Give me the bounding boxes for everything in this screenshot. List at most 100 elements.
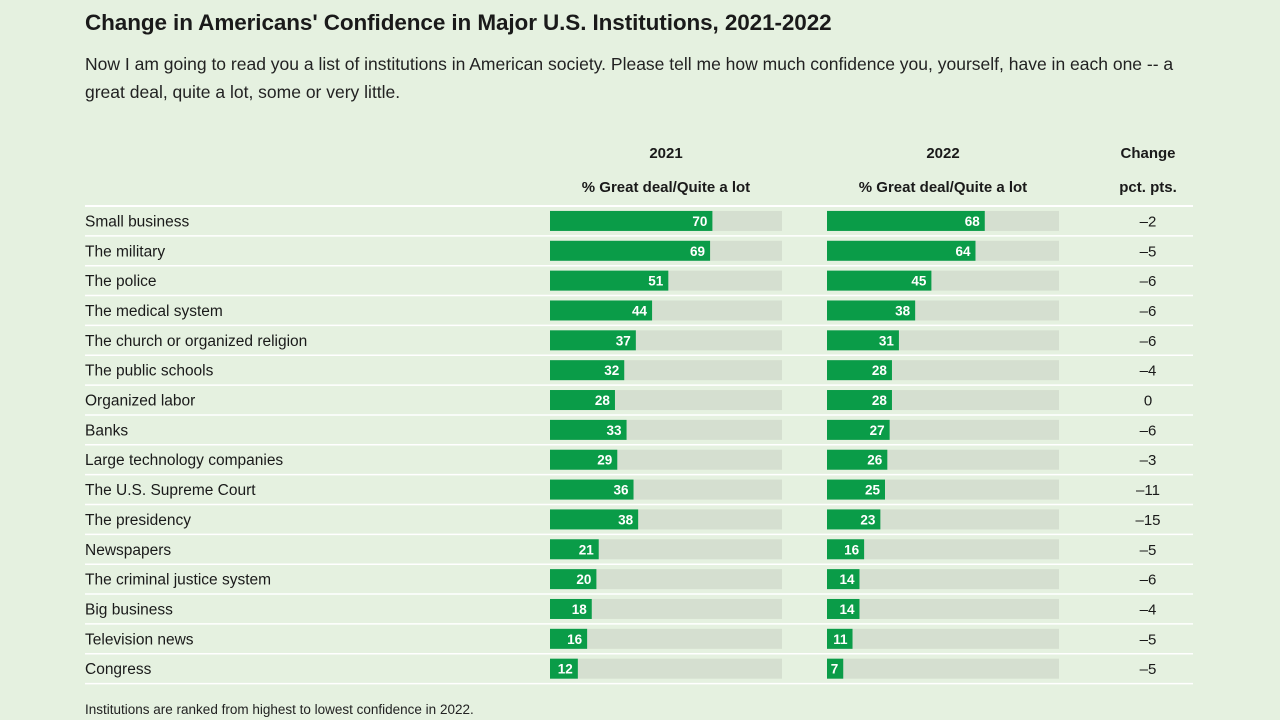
bar-2022 (827, 270, 932, 291)
bar-track-2022 (827, 539, 1059, 560)
bar-value-label-2022: 14 (839, 602, 855, 617)
row-label: Organized labor (85, 393, 195, 410)
bar-track-2021 (550, 598, 782, 619)
change-value: –6 (1140, 303, 1157, 320)
bar-value-label-2022: 38 (895, 303, 911, 318)
bar-2022 (827, 628, 853, 649)
bar-value-label-2021: 36 (613, 483, 629, 498)
change-value: –4 (1140, 363, 1157, 380)
bar-2022 (827, 479, 885, 500)
bar-2022 (827, 300, 916, 321)
change-value: –15 (1135, 512, 1160, 529)
column-header-change: Change (1120, 145, 1176, 162)
bar-2022 (827, 569, 860, 590)
bar-value-label-2022: 28 (872, 393, 888, 408)
change-value: 0 (1144, 393, 1152, 410)
change-value: –2 (1140, 213, 1157, 230)
change-value: –6 (1140, 422, 1157, 439)
bar-value-label-2021: 70 (692, 214, 707, 229)
bar-2022 (827, 658, 844, 679)
bar-value-label-2021: 44 (632, 303, 648, 318)
bar-2021 (550, 419, 627, 440)
row-label: The public schools (85, 363, 214, 380)
bar-value-label-2022: 26 (867, 453, 883, 468)
row-label: Small business (85, 213, 189, 230)
change-value: –5 (1140, 661, 1157, 678)
bar-2022 (827, 390, 892, 411)
bar-track-2022 (827, 569, 1059, 590)
row-label: Congress (85, 661, 152, 678)
bar-2021 (550, 509, 639, 530)
footnote: Institutions are ranked from highest to … (85, 702, 474, 717)
bar-2021 (550, 360, 625, 381)
bar-track-2021 (550, 628, 782, 649)
bar-2021 (550, 300, 653, 321)
row-label: Television news (85, 631, 194, 648)
bar-value-label-2022: 11 (833, 632, 848, 647)
bar-2021 (550, 598, 592, 619)
change-value: –11 (1136, 482, 1160, 499)
bar-2022 (827, 598, 860, 619)
bar-value-label-2022: 64 (955, 244, 971, 259)
change-value: –6 (1140, 572, 1157, 589)
bar-2022 (827, 240, 976, 261)
row-label: The police (85, 273, 157, 290)
column-header-2022: 2022 (926, 145, 960, 162)
change-value: –6 (1140, 333, 1157, 350)
bar-2021 (550, 240, 711, 261)
change-value: –5 (1140, 631, 1157, 648)
bar-value-label-2022: 14 (839, 572, 855, 587)
row-label: The military (85, 243, 165, 260)
column-subheader-change: pct. pts. (1119, 179, 1177, 196)
row-label: Banks (85, 422, 128, 439)
row-label: Large technology companies (85, 452, 283, 469)
bar-value-label-2022: 68 (965, 214, 981, 229)
bar-value-label-2021: 38 (618, 512, 634, 527)
row-label: The presidency (85, 512, 191, 529)
bar-track-2021 (550, 658, 782, 679)
bar-track-2021 (550, 539, 782, 560)
column-subheader-2022: % Great deal/Quite a lot (858, 179, 1028, 196)
bar-2022 (827, 449, 888, 470)
bar-value-label-2021: 21 (579, 542, 595, 557)
bar-value-label-2021: 33 (607, 423, 623, 438)
bar-2021 (550, 479, 634, 500)
bar-2022 (827, 419, 890, 440)
bar-value-label-2021: 29 (597, 453, 612, 468)
row-label: The U.S. Supreme Court (85, 482, 256, 499)
bar-2022 (827, 509, 881, 530)
bar-value-label-2022: 25 (865, 483, 881, 498)
bar-2021 (550, 628, 588, 649)
row-label: The criminal justice system (85, 572, 271, 589)
bar-value-label-2021: 20 (576, 572, 591, 587)
change-value: –4 (1140, 601, 1157, 618)
bar-value-label-2022: 7 (831, 662, 839, 677)
row-label: Newspapers (85, 542, 171, 559)
bar-2022 (827, 210, 985, 231)
change-value: –6 (1140, 273, 1157, 290)
bar-value-label-2022: 31 (879, 333, 895, 348)
bar-track-2022 (827, 598, 1059, 619)
row-label: The medical system (85, 303, 223, 320)
bar-value-label-2022: 45 (911, 274, 927, 289)
change-value: –3 (1140, 452, 1157, 469)
bar-track-2022 (827, 628, 1059, 649)
bar-track-2022 (827, 658, 1059, 679)
bar-2021 (550, 270, 669, 291)
row-label: The church or organized religion (85, 333, 307, 350)
bar-2022 (827, 360, 892, 381)
bar-2021 (550, 539, 599, 560)
bar-track-2022 (827, 509, 1059, 530)
bar-2021 (550, 449, 618, 470)
bar-value-label-2021: 51 (648, 274, 664, 289)
change-value: –5 (1140, 243, 1157, 260)
bar-2021 (550, 390, 615, 411)
chart-title: Change in Americans' Confidence in Major… (85, 10, 832, 35)
bar-value-label-2021: 37 (616, 333, 631, 348)
bar-value-label-2022: 23 (860, 512, 876, 527)
bar-2021 (550, 569, 597, 590)
bar-track-2021 (550, 569, 782, 590)
bar-value-label-2021: 18 (572, 602, 588, 617)
bar-2021 (550, 210, 713, 231)
